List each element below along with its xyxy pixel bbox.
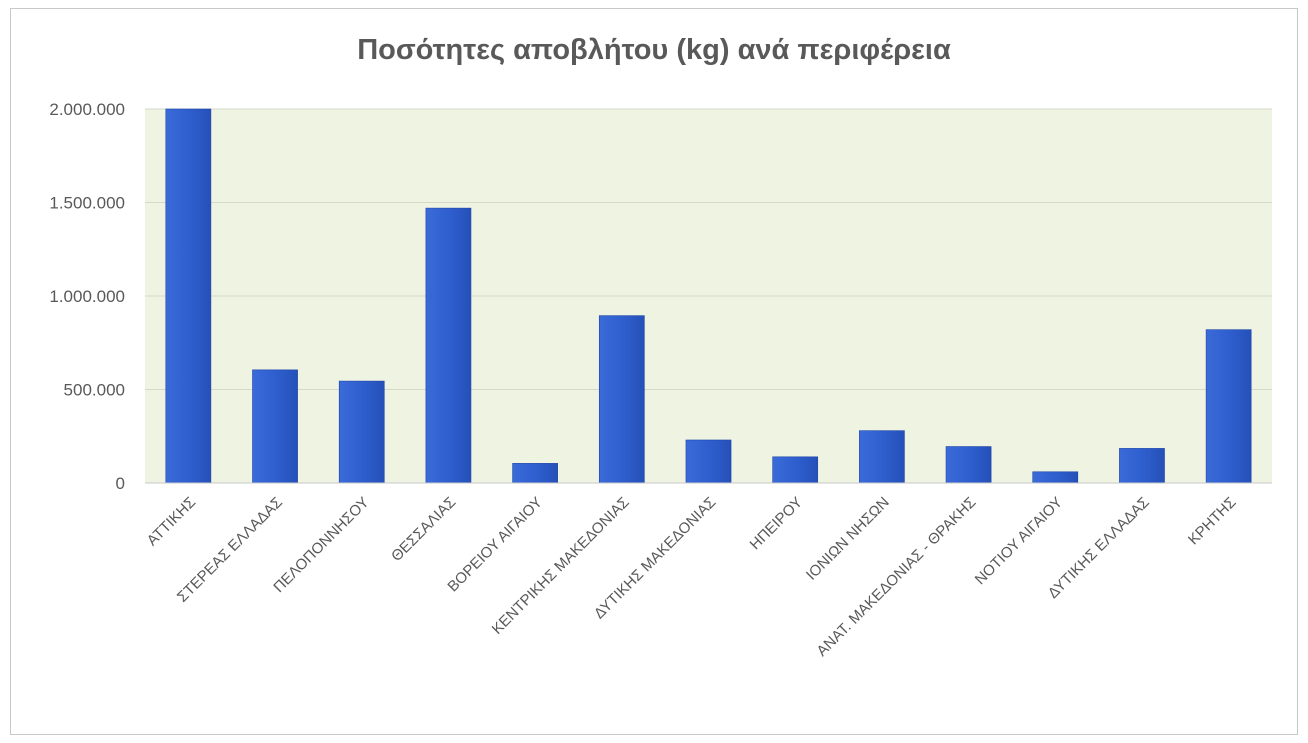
chart-title: Ποσότητες αποβλήτου (kg) ανά περιφέρεια <box>357 34 951 66</box>
bar <box>598 315 645 484</box>
x-category-label: ΠΕΛΟΠΟΝΝΗΣΟΥ <box>270 494 372 596</box>
bar <box>425 207 472 484</box>
x-category-label: ΝΟΤΙΟΥ ΑΙΓΑΙΟΥ <box>972 494 1066 588</box>
bar <box>859 430 905 484</box>
gridlines <box>145 108 1272 390</box>
y-axis-ticks: 0 500.000 1.000.000 1.500.000 2.000.000 <box>49 100 125 493</box>
x-category-label: ΑΤΤΙΚΗΣ <box>144 494 200 550</box>
bar <box>1032 471 1079 484</box>
bar <box>165 108 212 484</box>
bar <box>252 369 298 484</box>
x-category-label: ΙΟΝΙΩΝ ΝΗΣΩΝ <box>803 494 893 584</box>
bar <box>338 380 385 484</box>
x-category-label: ΘΕΣΣΑΛΙΑΣ <box>388 494 459 565</box>
bar <box>685 439 732 484</box>
y-tick-label: 2.000.000 <box>49 100 125 119</box>
y-tick-label: 0 <box>116 474 125 493</box>
x-category-label: ΚΕΝΤΡΙΚΗΣ ΜΑΚΕΔΟΝΙΑΣ <box>489 494 633 638</box>
x-category-label: ΑΝΑΤ. ΜΑΚΕΔΟΝΙΑΣ - ΘΡΑΚΗΣ <box>813 494 979 660</box>
bar <box>1205 329 1252 484</box>
x-category-label: ΒΟΡΕΙΟΥ ΑΙΓΑΙΟΥ <box>444 494 545 595</box>
x-category-label: ΚΡΗΤΗΣ <box>1185 494 1240 549</box>
bar <box>945 446 992 484</box>
y-tick-label: 1.000.000 <box>49 287 125 306</box>
bar <box>512 463 558 484</box>
x-category-label: ΗΠΕΙΡΟΥ <box>747 494 806 553</box>
y-tick-label: 500.000 <box>64 381 125 400</box>
bar <box>772 456 819 484</box>
bar <box>1119 448 1165 484</box>
y-tick-label: 1.500.000 <box>49 194 125 213</box>
